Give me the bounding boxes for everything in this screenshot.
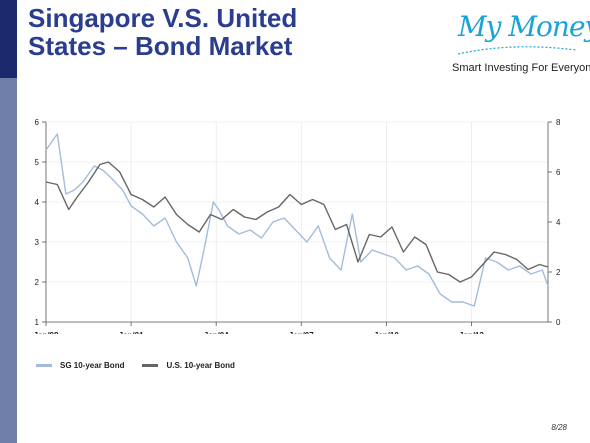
brand-logo-swoosh — [457, 46, 577, 55]
x-tick-label: Jan/10 — [374, 331, 399, 334]
brand-logo-text: My Money — [458, 10, 590, 43]
left-accent-bar — [0, 0, 17, 443]
left-tick-label: 6 — [35, 118, 40, 127]
grid-lines — [45, 121, 548, 323]
slide-title-line-2: States – Bond Market — [28, 31, 293, 61]
series-line-us — [45, 161, 549, 283]
legend-label-us: U.S. 10-year Bond — [166, 361, 235, 370]
right-tick-label: 0 — [556, 318, 561, 327]
page-number: 8/28 — [551, 423, 567, 432]
legend-swatch-sg — [36, 364, 52, 367]
right-tick-label: 4 — [556, 218, 561, 227]
slide-title: Singapore V.S. United States – Bond Mark… — [28, 4, 297, 60]
right-axis: 0 2 4 6 8 — [547, 118, 561, 327]
left-tick-label: 1 — [35, 318, 40, 327]
left-tick-label: 4 — [35, 198, 40, 207]
left-tick-label: 3 — [35, 238, 40, 247]
legend-swatch-us — [142, 364, 159, 367]
right-tick-label: 2 — [556, 268, 561, 277]
x-tick-label: Jan/13 — [459, 331, 484, 334]
legend-item-us: U.S. 10-year Bond — [142, 361, 235, 370]
left-accent-bar-top — [0, 0, 17, 78]
chart-legend: SG 10-year Bond U.S. 10-year Bond — [36, 361, 253, 370]
x-tick-label: Jan/01 — [119, 331, 144, 334]
x-tick-label: Jan/04 — [204, 331, 229, 334]
legend-item-sg: SG 10-year Bond — [36, 361, 124, 370]
right-tick-label: 8 — [556, 118, 561, 127]
brand-tagline: Smart Investing For Everyone. — [452, 62, 590, 74]
left-tick-label: 2 — [35, 278, 40, 287]
slide-title-line-1: Singapore V.S. United — [28, 3, 298, 33]
left-axis: 1 2 3 4 5 6 — [35, 118, 47, 327]
x-axis: Jan/98 Jan/01 Jan/04 Jan/07 Jan/10 Jan/13 — [34, 321, 548, 334]
legend-label-sg: SG 10-year Bond — [60, 361, 125, 370]
left-tick-label: 5 — [35, 158, 40, 167]
series-line-sg — [45, 133, 549, 307]
right-tick-label: 6 — [556, 168, 561, 177]
x-tick-label: Jan/07 — [289, 331, 314, 334]
x-tick-label: Jan/98 — [34, 331, 59, 334]
